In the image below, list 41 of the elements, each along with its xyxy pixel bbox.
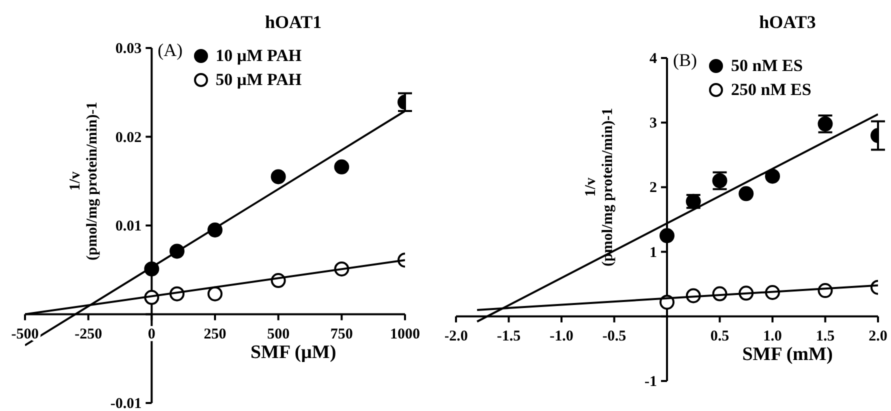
x-tick-label: 750	[330, 326, 353, 342]
point	[208, 286, 222, 302]
x-tick-label: -1.5	[496, 328, 521, 344]
legend-label: 50 µM PAH	[216, 70, 302, 90]
point	[765, 168, 780, 184]
x-tick-label: -0.5	[602, 328, 626, 344]
y-tick-label: 1	[650, 244, 657, 261]
y-tick-label: -0.01	[110, 396, 142, 411]
point	[660, 228, 674, 244]
annotation: (A)	[158, 40, 183, 61]
y-axis-title: 1/v (pmol/mg protein/min)-1	[68, 102, 101, 260]
legend-label: 250 nM ES	[731, 80, 812, 100]
x-tick-label: -2.0	[444, 328, 468, 344]
y-axis-title: 1/v (pmol/mg protein/min)-1	[583, 108, 616, 266]
x-tick-label: -500	[11, 326, 39, 342]
x-axis-title: SMF (µM)	[249, 342, 338, 364]
x-tick-label: 500	[267, 326, 290, 342]
y-tick-label: 0.02	[115, 130, 142, 146]
legend-label: 10 µM PAH	[216, 46, 302, 66]
point	[334, 159, 350, 174]
x-tick-label: 250	[204, 326, 226, 342]
x-tick-label: 1.0	[763, 328, 782, 344]
x-tick-label: 0.5	[710, 328, 730, 344]
x-tick-label: 2.0	[868, 328, 888, 344]
chart-title: hOAT3	[758, 12, 817, 33]
annotation: (B)	[673, 50, 697, 71]
point	[270, 169, 286, 184]
x-axis-title: SMF (mM)	[741, 344, 834, 366]
y-tick-label: 3	[650, 116, 657, 132]
legend-label: 50 nM ES	[731, 56, 803, 76]
x-tick-label: -250	[74, 326, 102, 342]
x-tick-label: 1000	[390, 326, 420, 342]
y-tick-label: 0.03	[115, 41, 142, 57]
y-tick-label: 4	[650, 51, 658, 67]
chart-title: hOAT1	[264, 12, 323, 33]
y-tick-label: 2	[650, 180, 657, 196]
y-tick-label: -1	[644, 374, 657, 390]
x-tick-label: -1.0	[550, 328, 574, 344]
point	[738, 186, 754, 202]
y-tick-label: 0.01	[115, 218, 142, 234]
x-tick-label: 1.5	[816, 328, 835, 344]
